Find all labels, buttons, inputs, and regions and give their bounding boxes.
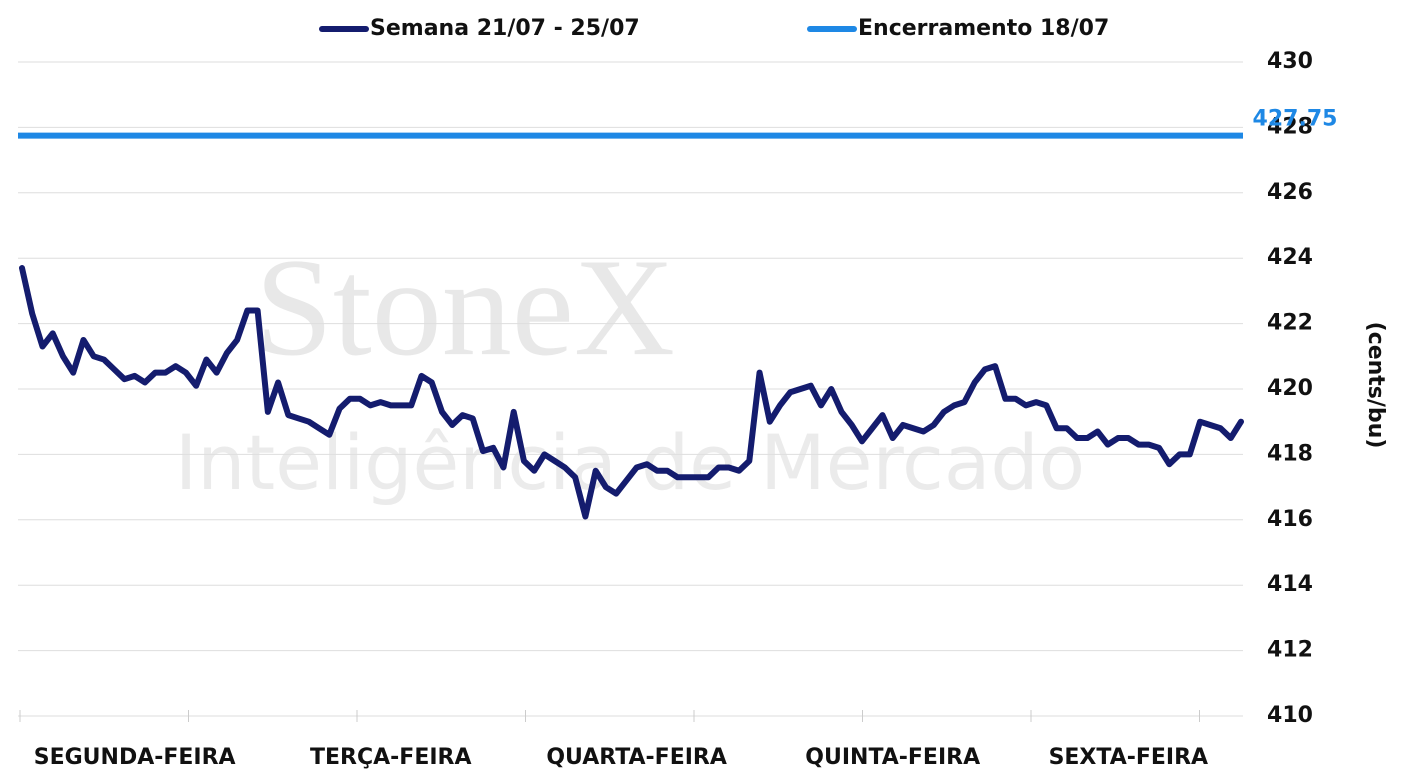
x-tick-label: SEGUNDA-FEIRA [34,745,236,770]
watermark-brand: StoneX [255,230,675,385]
y-tick-label: 410 [1267,703,1313,728]
y-tick-label: 414 [1267,572,1313,597]
y-tick-label: 412 [1267,638,1313,663]
y-tick-label: 430 [1267,49,1313,74]
legend-label: Encerramento 18/07 [858,16,1109,41]
y-tick-label: 424 [1267,245,1313,270]
y-tick-label: 420 [1267,376,1313,401]
x-tick-label: QUINTA-FEIRA [805,745,980,770]
watermark-subtitle: Inteligência de Mercado [175,418,1085,507]
y-axis-label: (cents/bu) [1363,322,1388,449]
x-tick-label: SEXTA-FEIRA [1049,745,1209,770]
y-tick-label: 428 [1267,114,1313,139]
reference-label: 427.75 [1253,107,1338,132]
legend-label: Semana 21/07 - 25/07 [370,16,640,41]
y-tick-label: 426 [1267,180,1313,205]
y-tick-label: 418 [1267,441,1313,466]
y-tick-label: 416 [1267,507,1313,532]
x-tick-label: TERÇA-FEIRA [310,745,472,770]
x-tick-label: QUARTA-FEIRA [546,745,727,770]
y-tick-label: 422 [1267,311,1313,336]
line [19,265,1244,520]
